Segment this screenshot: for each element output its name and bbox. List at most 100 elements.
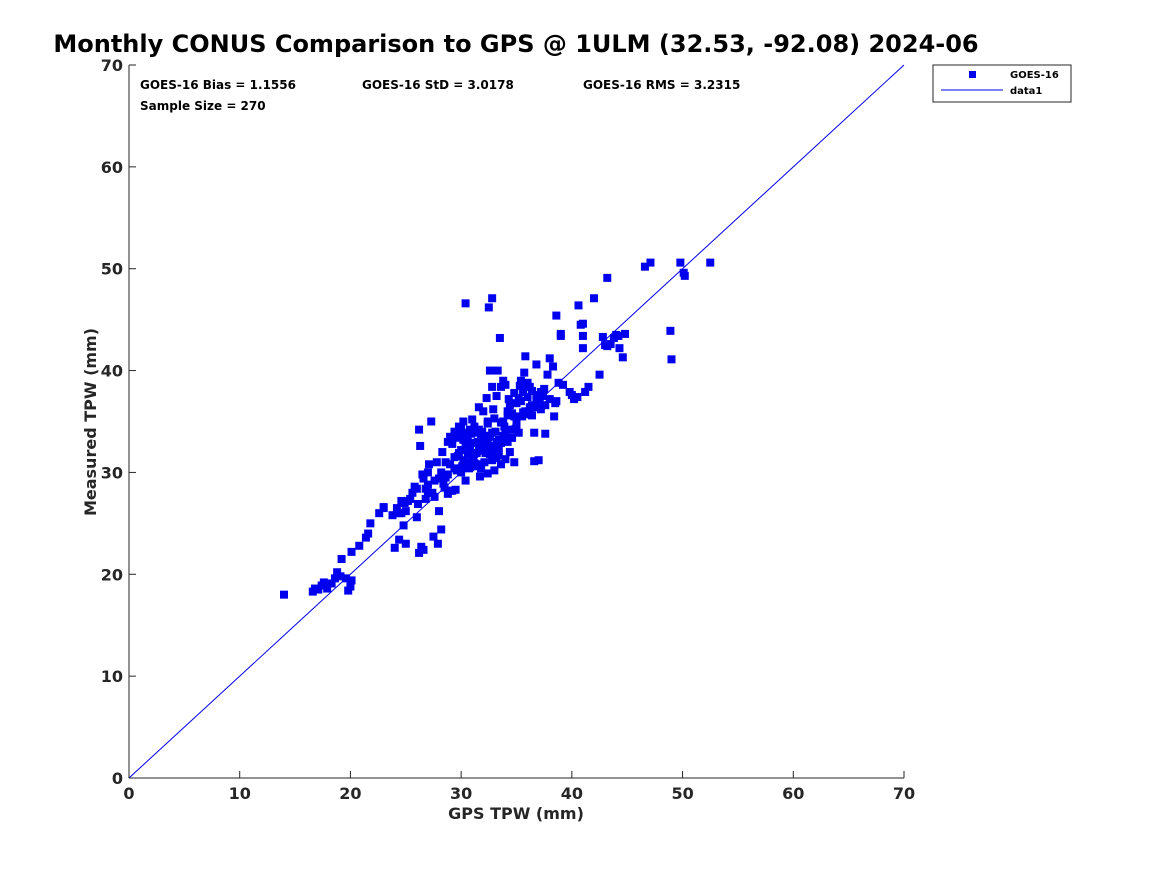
- data-point: [388, 511, 397, 520]
- data-point: [347, 547, 356, 556]
- data-point: [485, 366, 494, 375]
- x-tick-label: 10: [229, 784, 251, 803]
- data-point: [463, 450, 472, 459]
- data-point: [421, 484, 430, 493]
- data-point: [567, 391, 576, 400]
- data-point: [503, 437, 512, 446]
- data-point: [430, 492, 439, 501]
- data-point: [474, 403, 483, 412]
- data-point: [443, 437, 452, 446]
- data-point: [559, 380, 567, 389]
- data-point: [441, 473, 450, 482]
- x-tick-label: 0: [123, 784, 134, 803]
- data-point: [490, 414, 499, 423]
- data-point: [621, 329, 629, 338]
- data-point: [481, 431, 490, 440]
- data-point: [534, 456, 543, 465]
- y-tick-label: 50: [101, 260, 123, 279]
- data-point: [459, 417, 468, 426]
- data-point: [415, 425, 424, 434]
- data-point: [545, 395, 554, 404]
- data-point: [494, 451, 503, 460]
- legend-label-data1: data1: [1010, 86, 1042, 97]
- y-tick-label: 40: [101, 362, 123, 381]
- data-point: [554, 378, 563, 387]
- data-point: [408, 488, 417, 497]
- data-point: [492, 437, 501, 446]
- data-point: [450, 427, 459, 436]
- data-point: [399, 521, 408, 530]
- data-point: [461, 299, 470, 308]
- data-point: [581, 387, 590, 396]
- data-point: [468, 438, 477, 447]
- data-point: [412, 484, 421, 493]
- data-point: [488, 294, 497, 303]
- data-point: [355, 541, 364, 550]
- data-point: [706, 258, 715, 267]
- data-point: [514, 394, 523, 403]
- data-point: [578, 319, 587, 328]
- data-point: [433, 539, 442, 548]
- data-point: [346, 582, 355, 591]
- y-axis-label: Measured TPW (mm): [81, 328, 100, 516]
- data-point: [595, 370, 604, 379]
- y-tick-label: 0: [112, 769, 123, 788]
- data-point: [483, 435, 492, 444]
- data-point: [640, 262, 649, 271]
- y-tick-label: 70: [101, 56, 123, 75]
- data-point: [499, 431, 508, 440]
- x-tick-label: 70: [893, 784, 915, 803]
- y-tick-label: 30: [101, 463, 123, 482]
- data-point: [412, 513, 421, 522]
- data-point: [490, 466, 499, 475]
- data-point: [435, 507, 443, 516]
- data-point: [523, 378, 532, 387]
- data-point: [543, 370, 552, 379]
- data-point: [477, 432, 486, 441]
- data-point: [512, 415, 521, 424]
- data-point: [429, 532, 438, 541]
- data-point: [425, 460, 434, 469]
- data-point: [375, 509, 384, 518]
- data-point: [598, 332, 607, 341]
- data-point: [438, 448, 447, 457]
- data-point: [488, 456, 497, 465]
- chart-title: Monthly CONUS Comparison to GPS @ 1ULM (…: [53, 30, 978, 58]
- data-point: [614, 331, 623, 340]
- data-point: [344, 586, 353, 595]
- data-point: [280, 590, 288, 599]
- data-point: [416, 441, 425, 450]
- data-point: [680, 271, 689, 280]
- data-point: [646, 258, 655, 267]
- stat-bias: GOES-16 Bias = 1.1556: [140, 78, 296, 92]
- data-point: [508, 433, 517, 442]
- data-point: [475, 472, 484, 481]
- data-point: [518, 412, 527, 421]
- data-point: [532, 360, 541, 369]
- data-point: [603, 342, 612, 351]
- data-point: [525, 382, 534, 391]
- data-point: [512, 399, 521, 408]
- data-point: [532, 395, 541, 404]
- data-point: [479, 407, 488, 416]
- data-point: [454, 430, 463, 439]
- data-point: [523, 393, 532, 402]
- data-point: [468, 455, 477, 464]
- data-point: [437, 525, 446, 534]
- data-point: [523, 410, 532, 419]
- data-point: [463, 432, 472, 441]
- data-point: [423, 480, 432, 489]
- data-point: [473, 437, 482, 446]
- x-tick-label: 20: [339, 784, 361, 803]
- data-point: [482, 394, 491, 403]
- data-point: [500, 422, 509, 431]
- data-point: [528, 386, 536, 395]
- data-point: [521, 352, 530, 361]
- data-point: [440, 483, 449, 492]
- data-point: [392, 504, 401, 513]
- data-point: [573, 393, 582, 402]
- data-point: [364, 529, 373, 538]
- data-point: [484, 303, 493, 312]
- data-point: [497, 382, 505, 391]
